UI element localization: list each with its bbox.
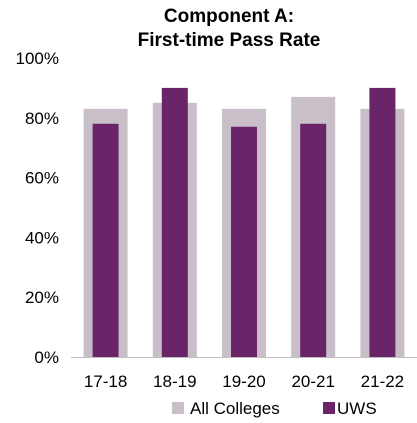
- y-tick-label: 60%: [25, 169, 59, 188]
- bar-uws-19-20: [231, 126, 257, 358]
- bar-uws-17-18: [92, 123, 119, 357]
- legend-label-all-colleges: All Colleges: [190, 399, 280, 418]
- legend: All Colleges UWS: [172, 399, 377, 418]
- bar-uws-20-21: [300, 123, 327, 357]
- y-tick-label: 40%: [25, 228, 59, 247]
- x-tick-label: 18-19: [153, 372, 196, 391]
- legend-swatch-all-colleges: [172, 402, 184, 414]
- chart-title-line-1: Component A:: [164, 6, 294, 27]
- y-axis: 0% 20% 40% 60% 80% 100%: [16, 49, 59, 367]
- bar-uws-21-22: [369, 87, 396, 358]
- x-tick-label: 17-18: [84, 372, 127, 391]
- y-tick-label: 20%: [25, 288, 59, 307]
- x-tick-label: 20-21: [291, 372, 334, 391]
- legend-label-uws: UWS: [337, 399, 377, 418]
- legend-swatch-uws: [323, 402, 335, 414]
- y-tick-label: 100%: [16, 49, 59, 68]
- x-tick-label: 21-22: [361, 372, 404, 391]
- y-tick-label: 80%: [25, 109, 59, 128]
- bar-uws-18-19: [161, 87, 188, 358]
- plot-area: [83, 87, 405, 358]
- chart-title-line-2: First-time Pass Rate: [138, 30, 321, 51]
- y-tick-label: 0%: [34, 348, 59, 367]
- x-tick-label: 19-20: [222, 372, 265, 391]
- x-axis: 17-18 18-19 19-20 20-21 21-22: [84, 372, 404, 391]
